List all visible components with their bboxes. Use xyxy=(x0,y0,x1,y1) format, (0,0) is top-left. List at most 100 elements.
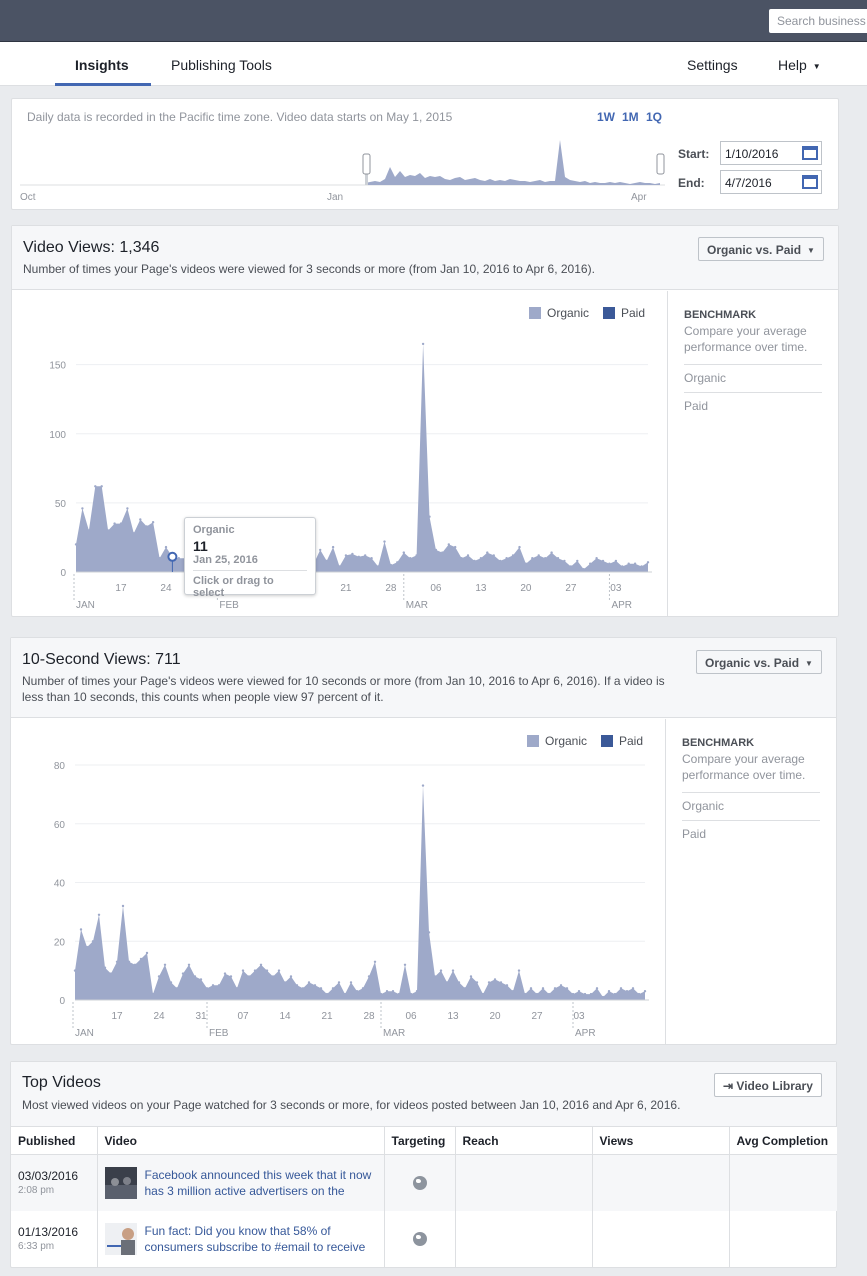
y-tick-label: 100 xyxy=(49,430,66,441)
range-1m-button[interactable]: 1M xyxy=(622,110,639,124)
globe-icon xyxy=(412,1175,427,1190)
table-row[interactable]: 01/13/2016 6:33 pm Fun fact: Did you kno… xyxy=(11,1210,837,1267)
data-point-organic xyxy=(94,485,97,488)
data-point-organic xyxy=(563,559,566,563)
video-thumbnail[interactable] xyxy=(104,1166,137,1199)
timeline-start-handle[interactable] xyxy=(362,153,371,175)
data-point-organic xyxy=(337,981,341,984)
y-tick-label: 80 xyxy=(54,761,66,772)
x-tick-label: 07 xyxy=(237,1011,249,1022)
x-tick-label: 06 xyxy=(405,1011,417,1022)
ten-second-views-benchmark: BENCHMARK Compare your average performan… xyxy=(665,719,836,1044)
col-reach[interactable]: Reach xyxy=(455,1126,593,1155)
range-1q-button[interactable]: 1Q xyxy=(646,110,663,124)
timeline-end-handle[interactable] xyxy=(656,153,665,175)
ten-second-views-chart[interactable]: 0 20 40 60 80 17 24 31 07 14 21 28 06 13 20 27 03 JAN FEB M… xyxy=(11,750,663,1044)
calendar-icon[interactable] xyxy=(802,146,818,160)
data-point-organic xyxy=(481,992,485,996)
data-point-organic xyxy=(614,559,618,563)
hover-point xyxy=(167,551,178,562)
benchmark-option-paid[interactable]: Paid xyxy=(684,392,822,420)
col-views[interactable]: Views xyxy=(592,1126,730,1155)
data-point-organic xyxy=(427,931,431,934)
data-point-organic xyxy=(253,969,257,972)
data-point-organic xyxy=(531,557,534,560)
x-tick-label: 20 xyxy=(520,583,532,594)
col-video[interactable]: Video xyxy=(97,1126,385,1155)
data-point-organic xyxy=(211,984,215,987)
data-point-organic xyxy=(523,992,527,996)
video-views-chart[interactable]: 050100150172431071421280613202703JANFEBM… xyxy=(12,320,664,616)
data-point-organic xyxy=(265,969,269,972)
timeline-overview[interactable]: Oct Jan Apr xyxy=(20,130,668,206)
help-label: Help xyxy=(778,57,807,73)
data-point-organic xyxy=(608,562,611,565)
help-menu[interactable]: Help ▼ xyxy=(778,57,821,73)
data-point-organic xyxy=(169,981,173,984)
data-point-organic xyxy=(421,342,425,346)
data-point-organic xyxy=(451,969,455,972)
data-point-organic xyxy=(547,992,551,996)
range-1w-button[interactable]: 1W xyxy=(597,110,615,124)
data-point-organic xyxy=(331,545,335,549)
published-cell: 01/13/2016 6:33 pm xyxy=(11,1210,98,1267)
legend-organic[interactable]: Organic xyxy=(527,734,587,748)
search-input[interactable]: Search business xyxy=(769,9,867,33)
data-point-organic xyxy=(139,518,142,521)
x-tick-label: 13 xyxy=(447,1011,459,1022)
targeting-cell xyxy=(384,1154,456,1211)
end-date-field[interactable]: 4/7/2016 xyxy=(720,170,822,194)
data-point-organic xyxy=(402,551,405,554)
tooltip-date: Jan 25, 2016 xyxy=(193,554,307,571)
data-point-organic xyxy=(601,559,605,563)
x-tick-label: 21 xyxy=(321,1011,333,1022)
legend-paid[interactable]: Paid xyxy=(601,734,643,748)
benchmark-option-organic[interactable]: Organic xyxy=(684,364,822,392)
data-point-organic xyxy=(376,565,380,568)
table-row[interactable]: 03/03/2016 2:08 pm Facebook announced th… xyxy=(11,1154,837,1211)
data-point-organic xyxy=(351,552,354,556)
data-point-organic xyxy=(582,568,585,571)
data-point-organic xyxy=(565,987,569,990)
col-targeting[interactable]: Targeting xyxy=(384,1126,456,1155)
data-point-organic xyxy=(559,984,563,987)
start-date-field[interactable]: 1/10/2016 xyxy=(720,141,822,165)
legend-paid[interactable]: Paid xyxy=(603,306,645,320)
calendar-icon[interactable] xyxy=(802,175,818,189)
data-point-organic xyxy=(479,557,483,560)
data-point-organic xyxy=(109,972,113,975)
video-library-button[interactable]: ⇥ Video Library xyxy=(714,1073,822,1097)
data-point-organic xyxy=(550,551,553,554)
col-published[interactable]: Published xyxy=(11,1126,98,1155)
month-label: JAN xyxy=(76,600,95,611)
benchmark-option-paid[interactable]: Paid xyxy=(682,820,820,848)
data-point-organic xyxy=(367,975,371,978)
dropdown-label: Organic vs. Paid xyxy=(705,656,800,670)
ten-second-views-dropdown[interactable]: Organic vs. Paid ▼ xyxy=(696,650,822,674)
top-videos-header xyxy=(11,1062,836,1126)
video-title-link[interactable]: Facebook announced this week that it now… xyxy=(144,1167,372,1198)
benchmark-title: BENCHMARK xyxy=(684,309,757,321)
top-videos-title: Top Videos xyxy=(22,1074,101,1091)
legend-swatch-organic xyxy=(529,307,541,319)
data-point-organic xyxy=(289,975,293,978)
y-tick-label: 50 xyxy=(55,499,67,510)
tab-insights[interactable]: Insights xyxy=(75,57,129,73)
data-point-organic xyxy=(379,992,383,996)
video-title-link[interactable]: Fun fact: Did you know that 58% of consu… xyxy=(144,1223,366,1254)
tab-publishing-tools[interactable]: Publishing Tools xyxy=(171,57,272,73)
series-area-organic xyxy=(76,343,648,572)
col-avg-completion[interactable]: Avg Completion xyxy=(729,1126,837,1155)
legend-organic[interactable]: Organic xyxy=(529,306,589,320)
data-point-organic xyxy=(344,554,348,557)
month-label: APR xyxy=(611,600,632,611)
data-point-organic xyxy=(537,554,540,557)
data-point-organic xyxy=(631,987,635,990)
video-thumbnail[interactable] xyxy=(104,1222,137,1255)
timeline-area xyxy=(365,140,660,185)
settings-link[interactable]: Settings xyxy=(687,57,738,73)
data-point-organic xyxy=(364,554,367,557)
month-label: FEB xyxy=(219,600,239,611)
benchmark-option-organic[interactable]: Organic xyxy=(682,792,820,820)
video-views-dropdown[interactable]: Organic vs. Paid ▼ xyxy=(698,237,824,261)
